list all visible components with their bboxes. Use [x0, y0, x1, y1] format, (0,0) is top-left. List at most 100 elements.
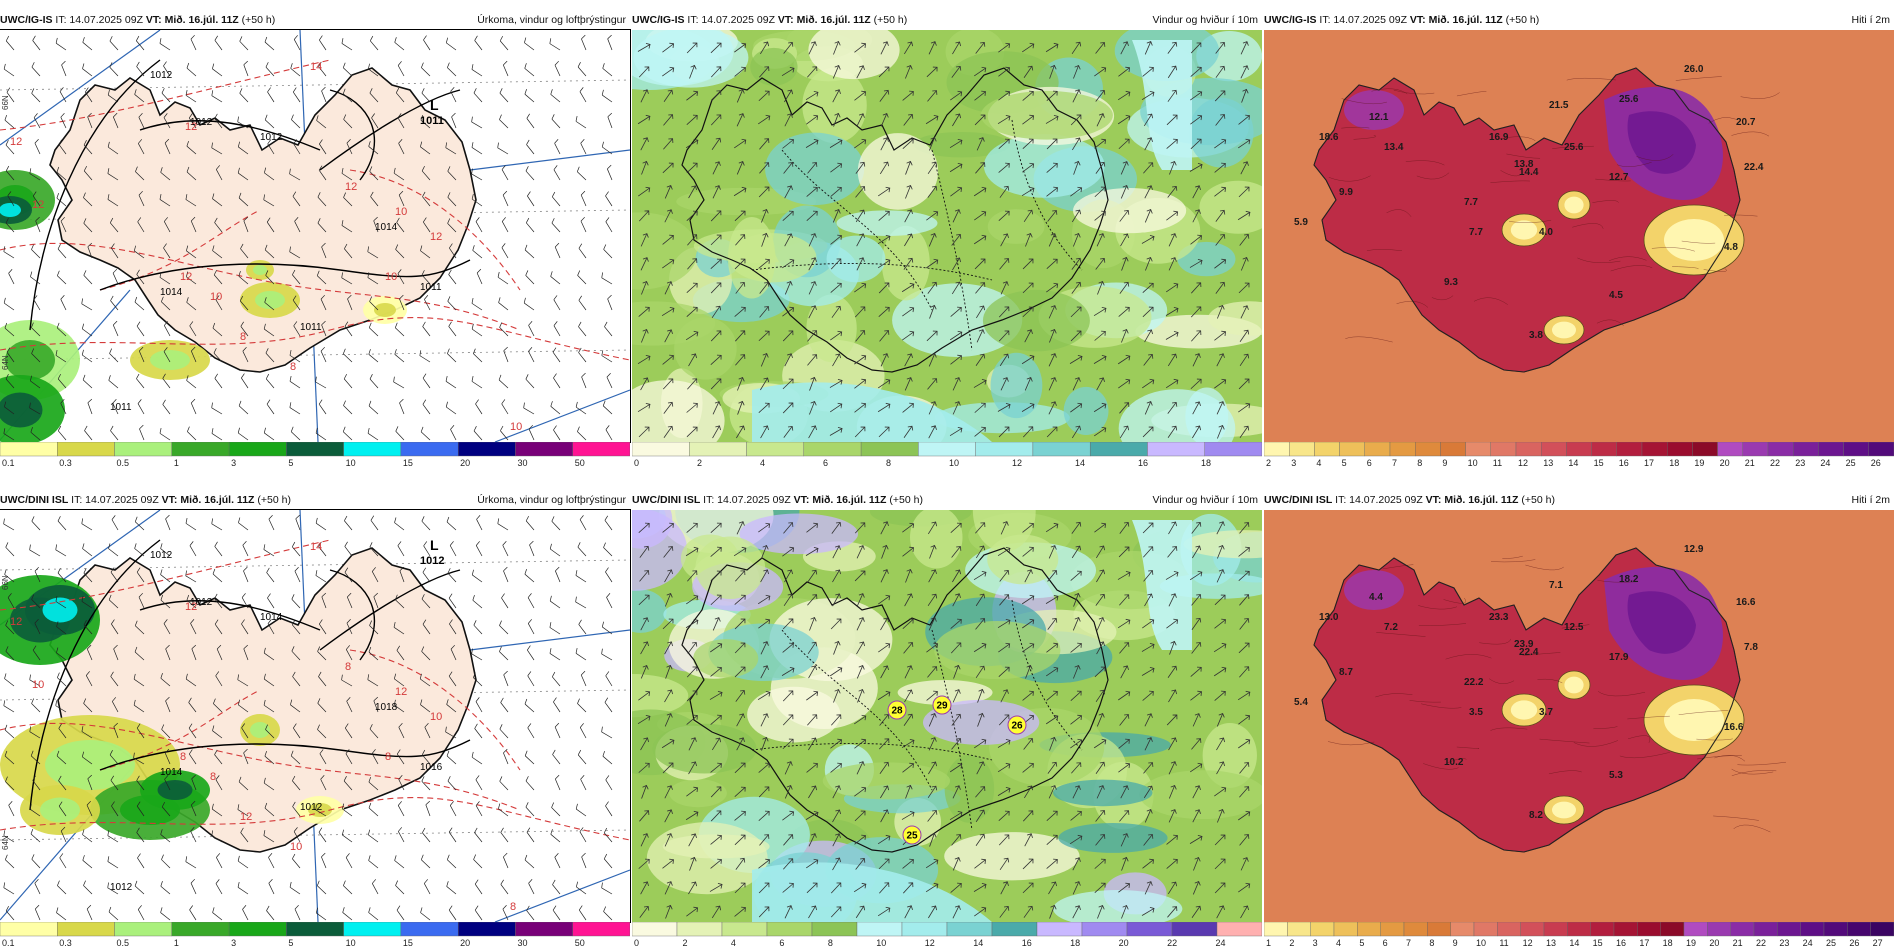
wind-arrow — [1072, 617, 1081, 631]
wind-arrow — [1168, 233, 1177, 247]
wind-arrow — [1239, 762, 1250, 774]
wind-map[interactable]: 28 29 26 25 — [632, 510, 1262, 922]
colorbar-tick-label: 19 — [1694, 458, 1704, 468]
wind-arrow — [664, 281, 673, 295]
wind-arrow — [927, 785, 938, 799]
panel-title: Hiti í 2m — [1851, 14, 1890, 26]
wind-barb — [242, 540, 249, 557]
wind-barb — [341, 38, 353, 51]
colorbar-swatch — [991, 922, 1038, 937]
wind-barb — [475, 801, 483, 817]
wind-barb — [471, 64, 483, 77]
wind-arrow — [975, 593, 986, 607]
wind-barb — [57, 516, 67, 531]
temp-map[interactable]: 12.9 18.2 7.1 16.6 12.5 7.8 23.3 23.9 22.2 22.4 17… — [1264, 510, 1894, 922]
wind-arrow — [902, 306, 915, 317]
wind-barb — [605, 671, 613, 687]
wind-arrow — [734, 666, 746, 678]
wind-arrow — [974, 66, 987, 77]
wind-barb — [501, 243, 509, 259]
wind-arrow — [1216, 353, 1225, 367]
wind-arrow — [1215, 114, 1226, 126]
colorbar-tick-label: 11 — [1499, 938, 1508, 948]
wind-arrow — [761, 544, 769, 559]
wind-arrow — [1072, 881, 1081, 895]
wind-arrow — [710, 834, 722, 845]
wind-barb — [346, 138, 353, 155]
wind-barb — [294, 904, 301, 921]
wind-barb — [419, 673, 431, 687]
colorbar-swatch — [343, 922, 402, 937]
wind-arrow — [808, 785, 818, 799]
temp-map[interactable]: 26.0 25.6 21.5 20.7 25.6 22.4 16.9 13.8 7.7 14.4 1… — [1264, 30, 1894, 442]
wind-barb — [421, 270, 431, 285]
temp-value-label: 8.2 — [1529, 810, 1543, 821]
wind-barb — [528, 321, 535, 337]
wind-barb — [318, 165, 327, 181]
wind-arrow — [973, 882, 987, 892]
wind-arrow — [1216, 761, 1225, 775]
wind-arrow — [685, 546, 699, 557]
wind-arrow — [807, 569, 818, 582]
wind-barb — [293, 723, 301, 739]
wind-arrow — [952, 41, 962, 55]
wind-barb — [447, 166, 457, 181]
wind-barb — [371, 113, 379, 129]
wind-barb — [84, 425, 93, 441]
wind-barb — [82, 63, 93, 77]
wind-barb — [475, 399, 483, 415]
wind-barb — [423, 541, 431, 557]
wind-arrow — [1045, 42, 1059, 53]
precip-map[interactable]: 1012 1012 1012 1014 1011 1014 1011 1011 14 12 12 12… — [0, 29, 631, 443]
wind-barb — [499, 620, 509, 635]
wind-arrow — [1215, 42, 1226, 54]
wind-arrow — [951, 281, 962, 295]
wind-barb — [5, 776, 15, 791]
wind-speed-area — [944, 754, 995, 823]
wind-arrow — [806, 690, 819, 701]
wind-arrow — [758, 882, 770, 894]
wind-barb — [264, 802, 275, 817]
wind-arrow — [854, 90, 866, 101]
wind-barb — [577, 426, 587, 441]
wind-barb — [263, 647, 275, 661]
panel-header: UWC/DINI ISL IT: 14.07.2025 09Z VT: Mið.… — [1264, 490, 1894, 510]
wind-map[interactable] — [632, 30, 1262, 442]
wind-barb — [601, 648, 613, 661]
wind-barb — [346, 592, 353, 609]
wind-arrow — [905, 184, 913, 199]
temp-value-label: 4.8 — [1724, 242, 1738, 253]
wind-barb — [498, 803, 509, 817]
wind-barb — [190, 216, 197, 233]
wind-barb — [549, 595, 561, 609]
wind-barb — [160, 829, 171, 843]
colorbar-tick-label: 5 — [288, 938, 293, 948]
wind-barb — [134, 646, 145, 661]
wind-arrow — [928, 737, 937, 751]
wind-arrow — [807, 66, 818, 78]
wind-barb — [553, 373, 561, 389]
wind-barb — [56, 750, 67, 765]
wind-arrow — [1118, 306, 1130, 317]
wind-barb — [499, 646, 509, 661]
temp-contour — [1733, 824, 1771, 833]
wind-arrow — [951, 834, 962, 846]
temp-contour-label: 8 — [180, 751, 186, 763]
colorbar-tick-label: 13 — [1546, 938, 1556, 948]
wind-barb — [501, 217, 509, 233]
precip-map[interactable]: 1012 1012 1014 1014 1016 1018 1012 1012 14 12 12 10… — [0, 509, 631, 923]
wind-arrow — [1071, 545, 1082, 559]
wind-speed-area — [1058, 823, 1168, 853]
wind-barb — [344, 321, 353, 337]
wind-arrow — [856, 761, 865, 775]
wind-arrow — [1239, 786, 1250, 798]
temp-value-label: 7.1 — [1549, 580, 1563, 591]
wind-arrow — [902, 762, 914, 773]
wind-barb — [318, 399, 327, 415]
wind-barb — [346, 618, 353, 635]
wind-arrow — [784, 569, 793, 583]
wind-barb — [7, 593, 15, 609]
wind-arrow — [1095, 545, 1106, 559]
wind-arrow — [973, 642, 987, 653]
colorbar-tick-label: 17 — [1639, 938, 1649, 948]
